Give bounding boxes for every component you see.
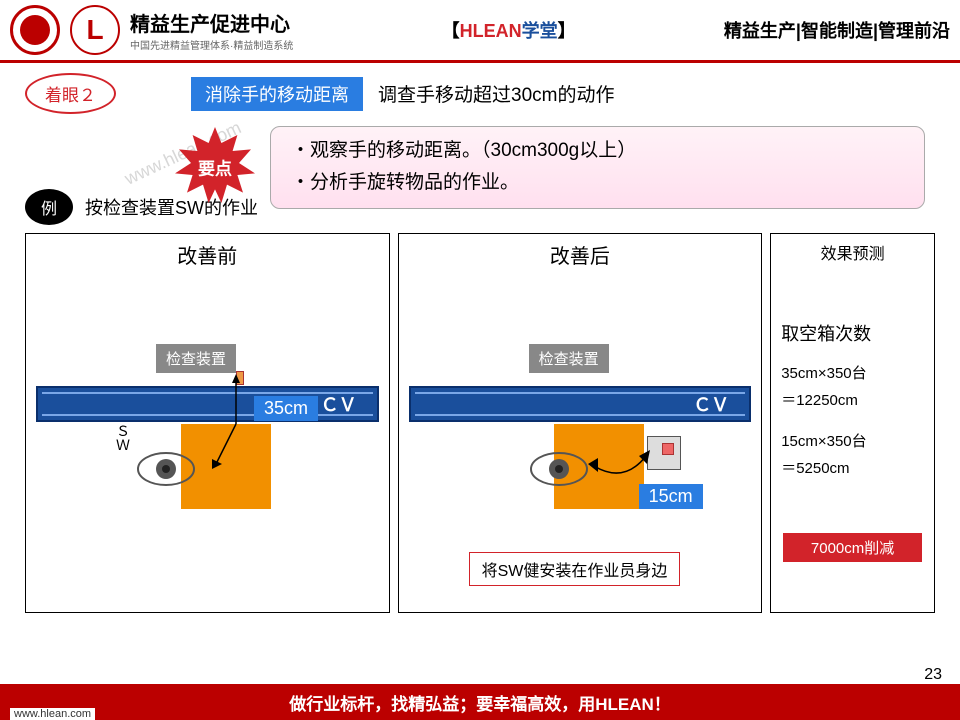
starburst-label: 要点 xyxy=(198,155,232,180)
point-2: ・分析手旋转物品的作业。 xyxy=(291,167,904,199)
conveyor-after: ＣＶ xyxy=(409,386,752,422)
result-title: 效果预测 xyxy=(777,240,928,264)
result-l4: ＝5250cm xyxy=(781,455,924,482)
footer-url: www.hlean.com xyxy=(10,708,95,720)
header-center: 【HLEAN学堂】 xyxy=(293,17,724,43)
diagrams: 改善前 检查装置 ＣＶ ＳＷ 35cm 改善后 xyxy=(25,233,935,613)
logo-area: L 精益生产促进中心 中国先进精益管理体系·精益制造系统 xyxy=(10,5,293,55)
logo-title: 精益生产促进中心 xyxy=(130,8,293,37)
bracket-r: 】 xyxy=(558,21,576,41)
logo-l-icon: L xyxy=(70,5,120,55)
footer-slogan: 做行业标杆，找精弘益；要幸福高效，用HLEAN！ xyxy=(0,684,960,720)
before-distance: 35cm xyxy=(254,396,318,421)
hlean-blue: 学堂 xyxy=(522,21,558,41)
logo-text-block: 精益生产促进中心 中国先进精益管理体系·精益制造系统 xyxy=(130,8,293,52)
eye-icon-after xyxy=(529,449,589,494)
logo-subtitle: 中国先进精益管理体系·精益制造系统 xyxy=(130,37,293,52)
starburst-icon: 要点 xyxy=(175,127,255,207)
after-distance: 15cm xyxy=(639,484,703,509)
sw-label: ＳＷ xyxy=(116,424,130,452)
point-1: ・观察手的移动距离。（30cm300g以上） xyxy=(291,135,904,167)
page-number: 23 xyxy=(924,666,942,684)
result-l3: 15cm×350台 xyxy=(781,428,924,455)
result-l1: 35cm×350台 xyxy=(781,360,924,387)
key-point-wrap: 要点 ・观察手的移动距离。（30cm300g以上） ・分析手旋转物品的作业。 xyxy=(175,126,935,209)
focus-badge: 着眼２ xyxy=(25,73,116,114)
cv-label: ＣＶ xyxy=(321,391,357,417)
eye-icon-before xyxy=(136,449,196,494)
investigate-text: 调查手移动超过30cm的动作 xyxy=(378,80,614,107)
content: www.hlean.com 着眼２ 消除手的移动距离 调查手移动超过30cm的动… xyxy=(0,63,960,623)
header-right: 精益生产|智能制造|管理前沿 xyxy=(724,17,950,43)
before-title: 改善前 xyxy=(32,240,383,269)
point-box: ・观察手的移动距离。（30cm300g以上） ・分析手旋转物品的作业。 xyxy=(270,126,925,209)
reduction-badge: 7000cm削减 xyxy=(783,533,922,562)
diagram-after: 改善后 检查装置 ＣＶ 15cm 将SW健安装在作业员身边 xyxy=(398,233,763,613)
logo-c-icon xyxy=(10,5,60,55)
diagram-before: 改善前 检查装置 ＣＶ ＳＷ 35cm xyxy=(25,233,390,613)
arrow-after xyxy=(584,434,679,489)
result-l2: ＝12250cm xyxy=(781,387,924,414)
example-badge: 例 xyxy=(25,189,73,225)
cv-label-after: ＣＶ xyxy=(693,391,729,417)
device-box-after: 检查装置 xyxy=(529,344,609,373)
diagram-result: 效果预测 取空箱次数 35cm×350台 ＝12250cm 15cm×350台 … xyxy=(770,233,935,613)
hlean-red: HLEAN xyxy=(460,21,522,41)
after-title: 改善后 xyxy=(405,240,756,269)
result-body: 取空箱次数 35cm×350台 ＝12250cm 15cm×350台 ＝5250… xyxy=(777,272,928,488)
result-heading: 取空箱次数 xyxy=(781,318,924,350)
after-note: 将SW健安装在作业员身边 xyxy=(469,552,681,586)
blue-tag: 消除手的移动距离 xyxy=(191,77,363,111)
header: L 精益生产促进中心 中国先进精益管理体系·精益制造系统 【HLEAN学堂】 精… xyxy=(0,0,960,63)
bracket-l: 【 xyxy=(442,21,460,41)
row-1: 着眼２ 消除手的移动距离 调查手移动超过30cm的动作 xyxy=(25,73,935,114)
